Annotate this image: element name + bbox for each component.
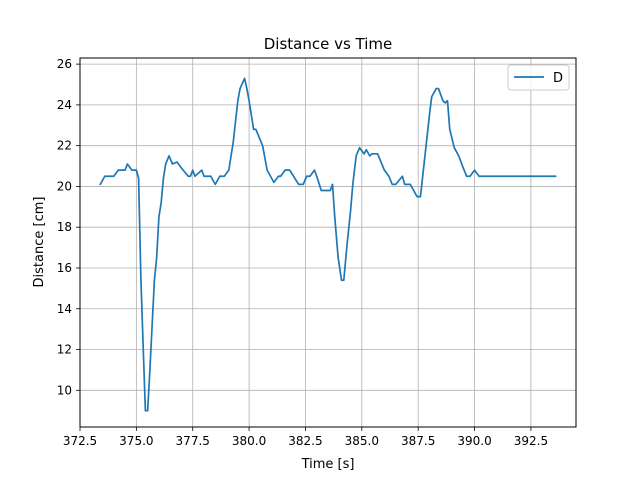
x-tick-label: 380.0 (232, 434, 266, 448)
y-tick-label: 26 (57, 57, 72, 71)
x-tick-label: 385.0 (345, 434, 379, 448)
x-tick-label: 387.5 (401, 434, 435, 448)
x-axis-label: Time [s] (301, 457, 355, 472)
legend: D (507, 64, 570, 91)
chart-title: Distance vs Time (264, 35, 393, 53)
y-tick-label: 24 (57, 98, 72, 112)
y-tick-label: 18 (57, 220, 72, 234)
x-tick-label: 377.5 (176, 434, 210, 448)
ticks: 372.5 375.0 377.5 380.0 382.5 385.0 387.5 390.0… (57, 57, 548, 448)
legend-label: D (553, 71, 563, 86)
y-tick-label: 14 (57, 302, 72, 316)
y-tick-label: 22 (57, 139, 72, 153)
x-tick-label: 392.5 (514, 434, 548, 448)
y-axis-label: Distance [cm] (32, 197, 47, 288)
y-tick-label: 16 (57, 261, 72, 275)
y-tick-label: 10 (57, 383, 72, 397)
x-tick-label: 375.0 (119, 434, 153, 448)
y-tick-label: 20 (57, 179, 72, 193)
axes-frame (79, 57, 577, 428)
y-tick-label: 12 (57, 343, 72, 357)
x-tick-label: 382.5 (288, 434, 322, 448)
grid (79, 58, 576, 427)
plot-lines (99, 77, 557, 412)
x-tick-label: 390.0 (457, 434, 491, 448)
x-tick-label: 372.5 (63, 434, 97, 448)
series-line-D (99, 77, 557, 412)
